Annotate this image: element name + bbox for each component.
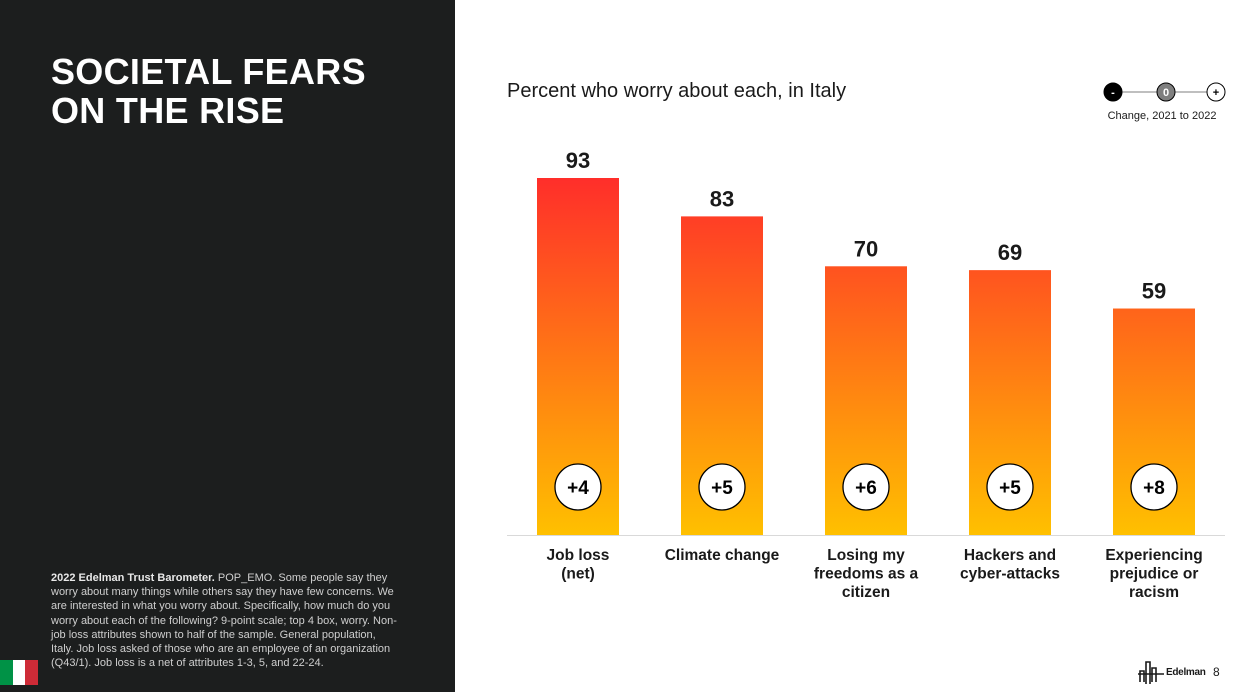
left-panel: SOCIETAL FEARS ON THE RISE 2022 Edelman … (0, 0, 455, 692)
value-label: 70 (854, 236, 878, 261)
category-label: Losing my freedoms as a citizen (814, 547, 919, 601)
change-label: +6 (855, 478, 877, 499)
change-badge (698, 463, 746, 511)
flag-white-stripe (12, 660, 26, 685)
italy-flag-icon (0, 660, 39, 685)
footnote-text: POP_EMO. Some people say they worry abou… (51, 572, 397, 670)
value-label: 83 (710, 186, 734, 211)
category-label: Experiencing prejudice or racism (1105, 547, 1202, 601)
change-label: +8 (1143, 478, 1165, 499)
chart-legend: - 0 + (1103, 82, 1226, 102)
change-badge (1130, 463, 1178, 511)
change-label: +4 (567, 478, 589, 499)
value-label: 93 (566, 148, 590, 173)
legend-marker (1103, 82, 1123, 102)
legend-marker (1156, 82, 1176, 102)
value-label: 59 (1142, 279, 1166, 304)
legend-marker-label: + (1213, 87, 1219, 99)
legend-caption: Change, 2021 to 2022 (1107, 110, 1217, 122)
page-title: SOCIETAL FEARS ON THE RISE (51, 52, 431, 130)
change-badge (554, 463, 602, 511)
brand-logo: Edelman (1138, 660, 1206, 684)
flag-red-stripe (25, 660, 39, 685)
title-line-1: SOCIETAL FEARS (51, 51, 366, 92)
legend-marker-label: 0 (1163, 87, 1169, 99)
category-label: Job loss (net) (547, 547, 610, 583)
chart-title: Percent who worry about each, in Italy (507, 80, 847, 102)
category-label: Hackers and cyber-attacks (960, 547, 1060, 583)
change-badge (986, 463, 1034, 511)
change-label: +5 (711, 478, 733, 499)
footnote-source: 2022 Edelman Trust Barometer. (51, 572, 215, 584)
change-badge (842, 463, 890, 511)
footnote: 2022 Edelman Trust Barometer. POP_EMO. S… (51, 571, 401, 670)
change-label: +5 (999, 478, 1021, 499)
title-line-2: ON THE RISE (51, 90, 285, 131)
legend-marker-label: - (1111, 87, 1115, 99)
legend-marker (1206, 82, 1226, 102)
category-label: Climate change (665, 547, 780, 564)
page-number: 8 (1213, 665, 1220, 679)
value-label: 69 (998, 240, 1022, 265)
edelman-logo-icon (1138, 661, 1164, 684)
brand-name: Edelman (1166, 666, 1206, 678)
flag-green-stripe (0, 660, 13, 685)
